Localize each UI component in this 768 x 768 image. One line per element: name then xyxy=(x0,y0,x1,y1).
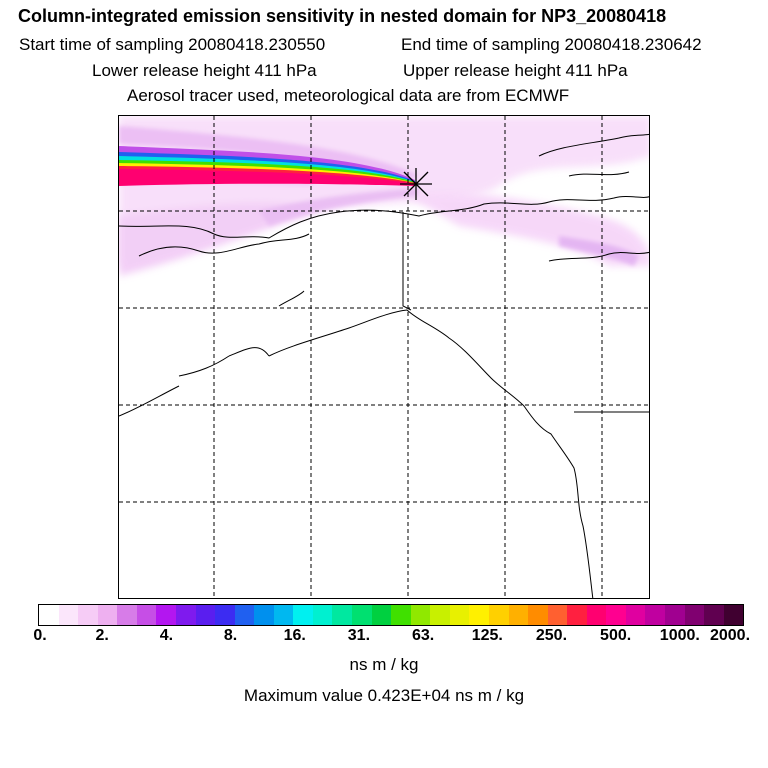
colorbar-segment xyxy=(215,605,235,625)
start-time-label: Start time of sampling 20080418.230550 xyxy=(19,35,326,54)
map-canvas xyxy=(119,116,649,598)
map-panel xyxy=(118,115,650,599)
colorbar-segment xyxy=(312,605,333,625)
colorbar-segment xyxy=(704,605,724,625)
colorbar-segment xyxy=(469,605,489,625)
colorbar-segment xyxy=(58,605,79,625)
colorbar-segment xyxy=(586,605,607,625)
upper-release-height-label: Upper release height 411 hPa xyxy=(403,61,628,80)
colorbar-tick-label: 63. xyxy=(411,627,435,644)
colorbar-segment xyxy=(488,605,509,625)
colorbar-segment xyxy=(254,605,274,625)
colorbar-tick-label: 125. xyxy=(471,627,503,644)
colorbar-segment xyxy=(645,605,665,625)
page-title: Column-integrated emission sensitivity i… xyxy=(18,6,667,26)
colorbar-tick-label: 16. xyxy=(283,627,306,644)
sensitivity-haze xyxy=(119,116,649,276)
colorbar-segment xyxy=(273,605,294,625)
colorbar-segment xyxy=(136,605,157,625)
colorbar-tick-labels: 0. 2. 4. 8. 16. 31. 63. 125. 250. 500. 1000. 2000. xyxy=(0,627,768,649)
colorbar-segment xyxy=(97,605,118,625)
colorbar-segment xyxy=(625,605,646,625)
colorbar-segment xyxy=(332,605,352,625)
colorbar-segment xyxy=(391,605,411,625)
colorbar-tick-label: 31. xyxy=(347,627,371,644)
colorbar-segment xyxy=(508,605,529,625)
coastlines xyxy=(119,133,649,598)
colorbar-segment xyxy=(39,605,59,625)
colorbar-tick-label: 2000. xyxy=(709,627,751,644)
tracer-info-label: Aerosol tracer used, meteorological data… xyxy=(127,86,570,105)
colorbar-tick-label: 500. xyxy=(600,627,632,644)
graticule xyxy=(119,116,649,598)
colorbar-segment xyxy=(547,605,568,625)
colorbar-segment xyxy=(352,605,372,625)
colorbar-tick-label: 0. xyxy=(33,627,47,644)
colorbar-segment xyxy=(78,605,98,625)
colorbar-segment xyxy=(430,605,450,625)
colorbar-unit-label: ns m / kg xyxy=(349,655,419,674)
colorbar-segment xyxy=(234,605,255,625)
colorbar-segment xyxy=(195,605,216,625)
colorbar-segment xyxy=(117,605,137,625)
colorbar-segment xyxy=(606,605,626,625)
colorbar-segment xyxy=(449,605,470,625)
emission-plume xyxy=(119,146,415,186)
colorbar-tick-label: 8. xyxy=(223,627,238,644)
colorbar-segment xyxy=(293,605,313,625)
colorbar-segment xyxy=(665,605,685,625)
lower-release-height-label: Lower release height 411 hPa xyxy=(92,61,317,80)
colorbar-segment xyxy=(371,605,392,625)
colorbar-segment xyxy=(684,605,705,625)
colorbar-tick-label: 4. xyxy=(159,627,174,644)
colorbar-segment xyxy=(156,605,176,625)
release-point-marker xyxy=(400,168,432,200)
colorbar-segment xyxy=(723,605,744,625)
colorbar-tick-label: 250. xyxy=(535,627,568,644)
end-time-label: End time of sampling 20080418.230642 xyxy=(401,35,702,54)
colorbar-tick-label: 1000. xyxy=(659,627,700,644)
political-borders xyxy=(402,212,649,413)
colorbar-segment xyxy=(410,605,431,625)
colorbar-tick-label: 2. xyxy=(95,627,109,644)
colorbar xyxy=(38,604,744,626)
colorbar-segment xyxy=(175,605,196,625)
colorbar-segment xyxy=(528,605,548,625)
maximum-value-label: Maximum value 0.423E+04 ns m / kg xyxy=(243,686,525,705)
colorbar-segment xyxy=(567,605,587,625)
